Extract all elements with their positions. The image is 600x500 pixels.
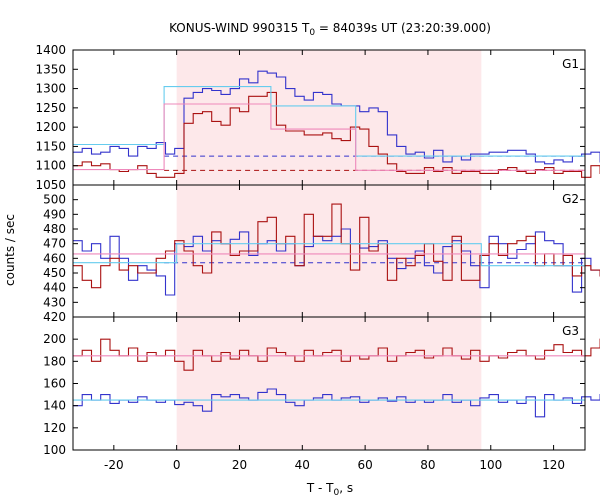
panel-label: G1 xyxy=(562,57,579,71)
y-tick-label: 500 xyxy=(43,193,66,207)
x-axis-label: T - T0, s xyxy=(306,481,353,498)
x-tick-label: 80 xyxy=(420,458,435,472)
y-axis-label: counts / sec xyxy=(3,214,17,286)
y-tick-label: 120 xyxy=(43,421,66,435)
series-g1-3 xyxy=(73,103,585,171)
y-tick-label: 100 xyxy=(43,443,66,457)
x-tick-label: -20 xyxy=(104,458,124,472)
series-g1-1 xyxy=(73,91,600,178)
chart-title: KONUS-WIND 990315 T0 = 84039s UT (23:20:… xyxy=(169,21,491,38)
y-tick-label: 180 xyxy=(43,354,66,368)
x-tick-label: 0 xyxy=(173,458,181,472)
x-tick-label: 100 xyxy=(479,458,502,472)
series-g2-2 xyxy=(73,243,585,267)
y-tick-label: 140 xyxy=(43,399,66,413)
x-tick-label: 120 xyxy=(542,458,565,472)
y-tick-label: 430 xyxy=(43,295,66,309)
series-g2-0 xyxy=(73,228,600,296)
y-tick-label: 1300 xyxy=(35,82,66,96)
panel-g1: 1050 1100 1150 1200 1250 1300 1350 1400 G1 xyxy=(35,43,600,192)
y-tick-label: 480 xyxy=(43,222,66,236)
shaded-interval xyxy=(176,50,482,450)
x-tick-label: 20 xyxy=(232,458,247,472)
y-tick-label: 460 xyxy=(43,251,66,265)
y-tick-label: 470 xyxy=(43,237,66,251)
x-tick-label: 60 xyxy=(357,458,372,472)
y-tick-label: 1250 xyxy=(35,101,66,115)
y-tick-label: 440 xyxy=(43,281,66,295)
y-tick-label: 1400 xyxy=(35,43,66,57)
y-tick-label: 490 xyxy=(43,207,66,221)
panel-g3: 100 120 140 160 180 200 G3 xyxy=(43,316,600,457)
y-tick-label: 200 xyxy=(43,332,66,346)
series-g1-0 xyxy=(73,70,600,165)
y-tick-label: 1350 xyxy=(35,62,66,76)
y-tick-label: 1050 xyxy=(35,178,66,192)
y-tick-label: 160 xyxy=(43,377,66,391)
x-tick-label: 40 xyxy=(295,458,310,472)
panel-label: G3 xyxy=(562,324,579,338)
y-tick-label: 1150 xyxy=(35,139,66,153)
y-tick-label: 450 xyxy=(43,266,66,280)
y-tick-label: 1100 xyxy=(35,159,66,173)
panel-label: G2 xyxy=(562,192,579,206)
series-g3-1 xyxy=(73,338,600,371)
y-tick-label: 420 xyxy=(43,310,66,324)
y-tick-label: 1200 xyxy=(35,120,66,134)
